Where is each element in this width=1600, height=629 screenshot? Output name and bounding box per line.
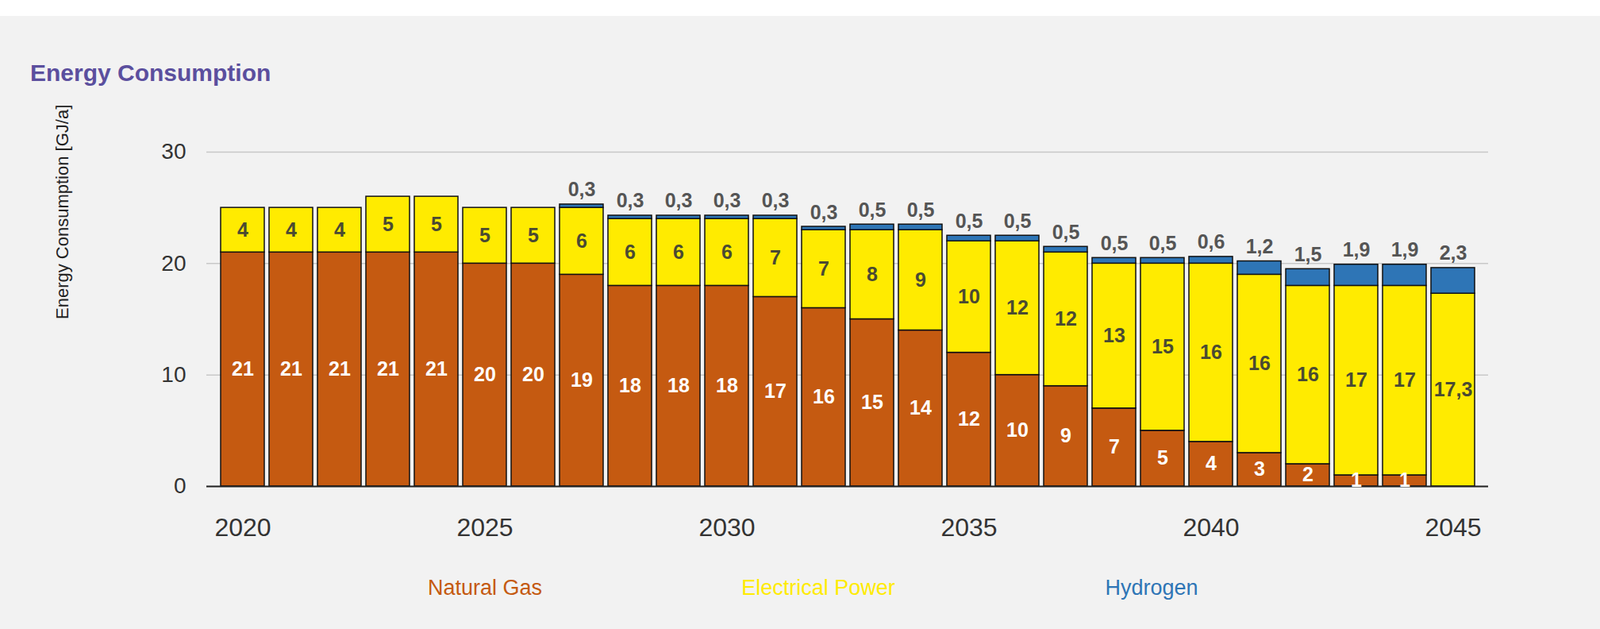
svg-text:5: 5	[430, 212, 443, 235]
svg-text:12: 12	[957, 407, 981, 430]
svg-text:17,3: 17,3	[1434, 377, 1474, 400]
svg-text:2040: 2040	[1182, 512, 1239, 542]
svg-text:0,5: 0,5	[955, 209, 984, 232]
svg-text:4: 4	[285, 218, 297, 241]
svg-text:18: 18	[667, 373, 690, 397]
svg-text:1,9: 1,9	[1391, 238, 1420, 261]
svg-text:0,5: 0,5	[1003, 209, 1032, 232]
svg-text:2035: 2035	[940, 512, 997, 542]
svg-text:6: 6	[624, 240, 636, 263]
svg-text:3: 3	[1253, 457, 1266, 480]
svg-text:1,2: 1,2	[1246, 234, 1274, 258]
svg-text:0,6: 0,6	[1197, 230, 1226, 253]
svg-text:5: 5	[479, 223, 491, 247]
svg-text:17: 17	[764, 379, 787, 402]
svg-text:12: 12	[1006, 296, 1029, 319]
svg-text:5: 5	[527, 223, 539, 247]
svg-text:20: 20	[161, 250, 186, 276]
svg-text:0,5: 0,5	[1100, 231, 1129, 254]
svg-text:10: 10	[1006, 418, 1029, 441]
html-text:Hydrogen: Hydrogen	[1105, 575, 1199, 600]
svg-text:14: 14	[909, 396, 932, 419]
svg-text:0,3: 0,3	[568, 177, 597, 200]
svg-text:0,5: 0,5	[907, 198, 935, 221]
svg-text:4: 4	[334, 218, 346, 241]
svg-text:13: 13	[1103, 323, 1126, 347]
svg-text:10: 10	[957, 284, 981, 308]
svg-text:30: 30	[161, 138, 186, 164]
svg-text:1,5: 1,5	[1294, 242, 1323, 266]
svg-text:0,3: 0,3	[616, 188, 645, 212]
svg-text:16: 16	[812, 384, 835, 408]
svg-text:8: 8	[866, 262, 878, 285]
svg-text:12: 12	[1054, 307, 1077, 330]
svg-text:18: 18	[715, 373, 739, 397]
svg-text:16: 16	[1200, 340, 1223, 363]
svg-text:21: 21	[328, 357, 351, 380]
svg-text:6: 6	[673, 240, 685, 263]
svg-text:7: 7	[769, 246, 781, 269]
svg-text:2045: 2045	[1424, 512, 1481, 542]
svg-text:1: 1	[1399, 468, 1411, 491]
svg-text:4: 4	[1205, 451, 1217, 474]
svg-text:19: 19	[570, 368, 593, 391]
svg-text:0: 0	[173, 473, 187, 498]
svg-text:4: 4	[237, 218, 249, 241]
svg-text:1,9: 1,9	[1342, 238, 1371, 261]
svg-text:2020: 2020	[214, 512, 271, 542]
svg-text:16: 16	[1248, 351, 1271, 374]
svg-text:21: 21	[425, 357, 448, 380]
svg-text:16: 16	[1296, 362, 1320, 385]
svg-text:7: 7	[1108, 434, 1120, 458]
svg-text:21: 21	[376, 357, 400, 380]
svg-text:21: 21	[280, 357, 303, 380]
svg-text:2,3: 2,3	[1439, 241, 1468, 264]
svg-text:9: 9	[1060, 423, 1072, 447]
html-text:Energy Consumption: Energy Consumption	[30, 59, 271, 86]
svg-text:5: 5	[382, 212, 394, 235]
svg-text:15: 15	[861, 390, 884, 413]
svg-text:15: 15	[1151, 334, 1174, 358]
svg-text:0,3: 0,3	[761, 188, 790, 212]
svg-text:6: 6	[721, 240, 733, 263]
svg-text:21: 21	[231, 357, 254, 380]
svg-text:10: 10	[161, 361, 186, 387]
svg-text:7: 7	[818, 257, 830, 280]
svg-text:0,3: 0,3	[665, 188, 693, 212]
svg-text:0,5: 0,5	[1149, 231, 1177, 254]
svg-text:5: 5	[1157, 446, 1169, 469]
html-text:Electrical Power: Electrical Power	[741, 575, 896, 600]
svg-text:2030: 2030	[698, 512, 755, 542]
svg-text:9: 9	[915, 268, 927, 291]
svg-text:6: 6	[576, 229, 588, 252]
svg-text:0,3: 0,3	[713, 188, 742, 212]
svg-text:17: 17	[1345, 368, 1368, 391]
svg-text:0,5: 0,5	[858, 198, 887, 221]
svg-text:20: 20	[473, 362, 497, 385]
svg-text:1: 1	[1350, 468, 1362, 491]
svg-text:2: 2	[1302, 462, 1314, 485]
svg-text:18: 18	[619, 373, 642, 397]
svg-text:2025: 2025	[456, 512, 513, 542]
svg-text:0,5: 0,5	[1052, 220, 1081, 243]
html-text:Natural Gas: Natural Gas	[427, 575, 543, 600]
svg-text:20: 20	[522, 362, 545, 385]
svg-text:17: 17	[1393, 368, 1416, 391]
svg-text:0,3: 0,3	[810, 200, 839, 224]
svg-text:Energy Consumption [GJ/a]: Energy Consumption [GJ/a]	[52, 104, 73, 320]
